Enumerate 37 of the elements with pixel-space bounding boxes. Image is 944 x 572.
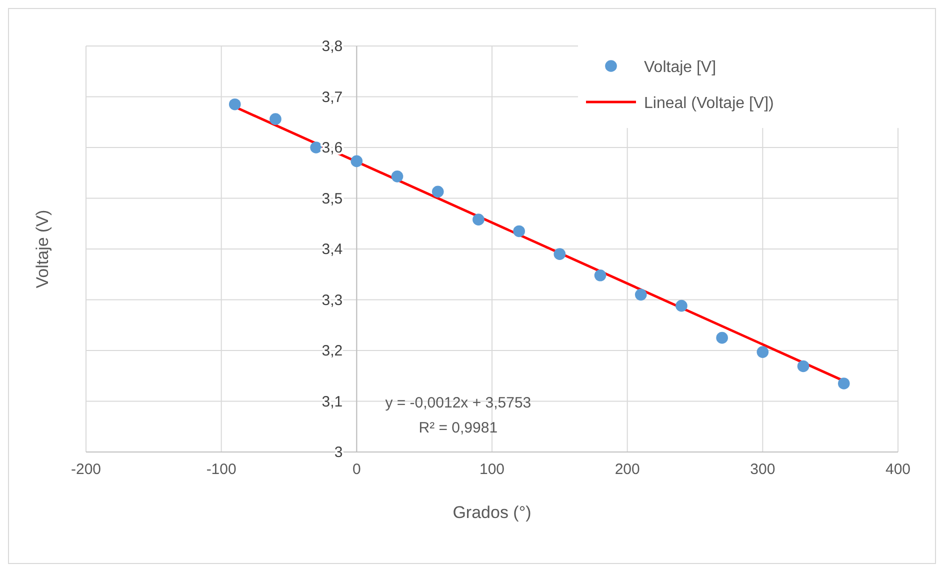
x-axis-title: Grados (°) bbox=[452, 503, 532, 522]
legend-label: Voltaje [V] bbox=[644, 59, 716, 76]
point bbox=[310, 142, 322, 154]
point bbox=[472, 214, 484, 226]
x-tick-label: 100 bbox=[479, 461, 505, 478]
y-tick-label: 3,7 bbox=[322, 88, 343, 106]
annotation: R² = 0,9981 bbox=[418, 419, 498, 436]
point bbox=[270, 113, 282, 125]
point bbox=[513, 225, 525, 238]
point bbox=[594, 269, 606, 282]
x-tick-label: 300 bbox=[750, 461, 776, 478]
y-tick-label: 3,1 bbox=[322, 393, 343, 410]
point bbox=[228, 98, 241, 110]
y-tick-label: 3,5 bbox=[322, 190, 343, 208]
point bbox=[838, 378, 850, 390]
y-tick-label: 3,2 bbox=[322, 342, 343, 360]
x-tick-label: 0 bbox=[352, 461, 361, 478]
point bbox=[716, 332, 728, 344]
point bbox=[554, 248, 566, 260]
y-tick-label: 3,3 bbox=[322, 292, 343, 309]
y-tick-label: 3,4 bbox=[322, 241, 343, 258]
point bbox=[432, 186, 444, 198]
x-tick-label: -200 bbox=[70, 461, 102, 478]
annotation: y = -0,0012x + 3,5753 bbox=[385, 394, 532, 412]
x-tick-label: 200 bbox=[614, 461, 640, 478]
x-tick-label: 400 bbox=[885, 461, 911, 478]
legend-label: Lineal (Voltaje [V]) bbox=[644, 95, 774, 112]
point bbox=[676, 300, 688, 312]
point bbox=[797, 360, 810, 372]
y-tick-label: 3,8 bbox=[322, 38, 343, 55]
y-axis-title: Voltaje (V) bbox=[33, 210, 52, 288]
x-tick-label: -100 bbox=[206, 461, 236, 478]
point bbox=[756, 346, 769, 358]
point bbox=[634, 288, 647, 301]
point bbox=[350, 155, 363, 168]
y-tick-label: 3 bbox=[334, 444, 343, 461]
point bbox=[391, 170, 404, 182]
